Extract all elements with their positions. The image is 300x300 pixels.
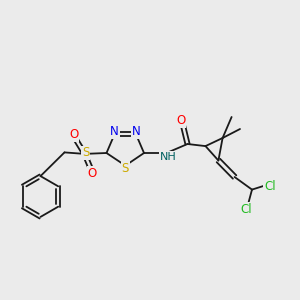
Text: O: O [69, 128, 78, 141]
Text: S: S [82, 146, 89, 160]
Text: O: O [88, 167, 97, 180]
Text: S: S [122, 161, 129, 175]
Text: O: O [176, 114, 185, 127]
Text: NH: NH [160, 152, 176, 162]
Text: N: N [110, 124, 119, 138]
Text: Cl: Cl [264, 180, 276, 193]
Text: N: N [131, 124, 140, 138]
Text: Cl: Cl [241, 203, 252, 216]
